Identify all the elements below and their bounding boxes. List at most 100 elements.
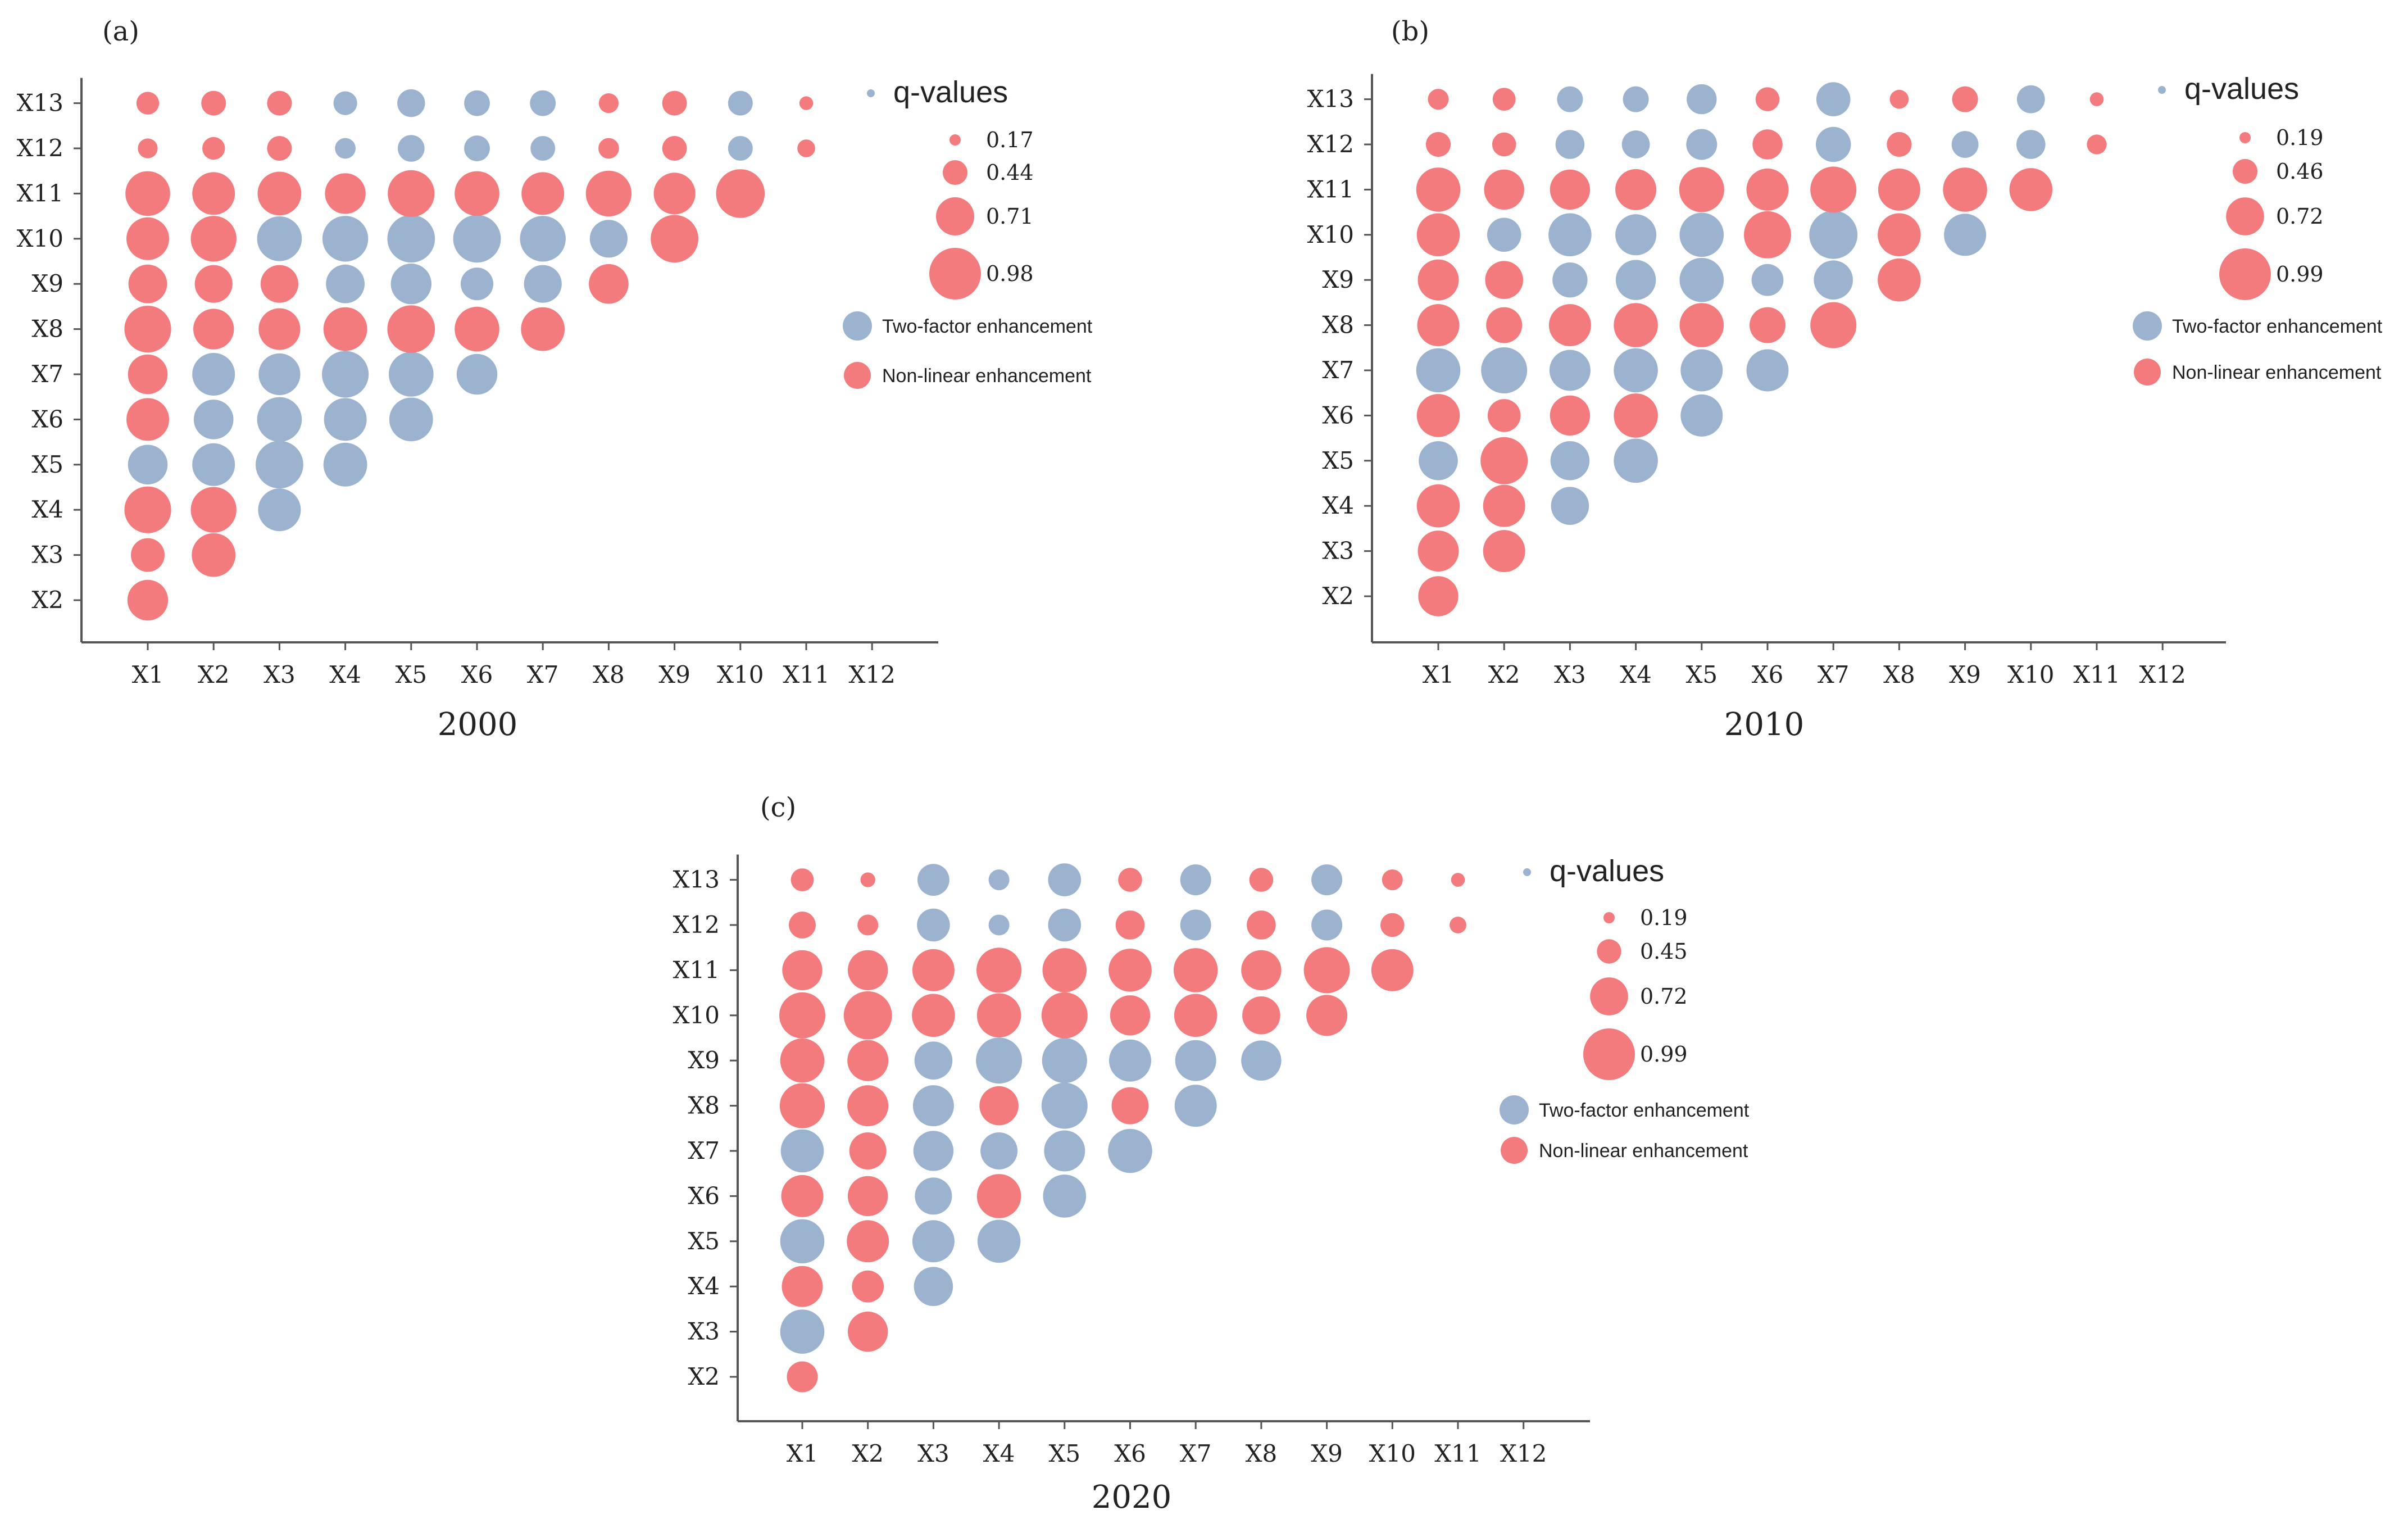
panel-c-size-legend-marker-3	[1590, 977, 1628, 1015]
panel-b-bubble-x9-x7	[1814, 260, 1853, 300]
panel-c-x-tick-label-x10: X10	[1369, 1440, 1416, 1467]
panel-a-label: (a)	[102, 16, 139, 47]
panel-c-bubble-x4-x2	[852, 1270, 884, 1303]
panel-a-y-tick-label-x8: X8	[31, 315, 63, 343]
panel-b-y-tick-label-x7: X7	[1322, 356, 1354, 384]
panel-a-bubble-x4-x2	[190, 487, 237, 533]
panel-a-bubble-x11-x6	[455, 171, 499, 216]
panel-b-size-legend-marker-4	[2219, 248, 2271, 300]
panel-b-size-legend-label-1: 0.19	[2276, 125, 2324, 150]
panel-a-bubble-x5-x2	[192, 443, 235, 486]
panel-a-x-tick-label-x7: X7	[527, 661, 559, 688]
panel-a-x-tick-label-x11: X11	[783, 661, 829, 688]
panel-c-bubble-x11-x5	[1042, 948, 1087, 992]
panel-b-bubble-x12-x2	[1492, 132, 1516, 157]
panel-a-bubble-x8-x6	[455, 306, 499, 352]
panel-b-y-tick-label-x10: X10	[1307, 221, 1354, 248]
panel-b-x-tick-label-x2: X2	[1488, 661, 1520, 688]
panel-c-x-tick-label-x12: X12	[1500, 1440, 1547, 1467]
panel-b-bubble-x10-x6	[1744, 211, 1791, 259]
panel-a-title: 2000	[438, 706, 518, 743]
panel-a-bubble-x13-x7	[530, 90, 556, 116]
panel-a-bubble-x11-x4	[325, 173, 366, 214]
panel-c-bubble-x12-x4	[988, 914, 1010, 936]
panel-b-label: (b)	[1391, 16, 1429, 47]
panel-a-bubble-x11-x5	[388, 170, 435, 217]
panel-a-bubble-x5-x4	[323, 442, 367, 487]
panel-b-bubble-x11-x2	[1484, 169, 1524, 210]
panel-a-legend: q-values 0.17 0.44 0.71 0.98 Two-factor …	[843, 75, 1093, 389]
panel-b-size-legend-label-2: 0.46	[2276, 159, 2324, 184]
panel-c-bubble-x9-x5	[1042, 1038, 1087, 1083]
panel-c-bubble-x9-x3	[914, 1041, 953, 1080]
panel-c-bubble-x5-x3	[912, 1220, 955, 1263]
panel-a-bubble-x10-x7	[520, 216, 566, 262]
panel-b-size-legend-marker-1	[2239, 132, 2251, 143]
panel-a-bubble-x13-x4	[333, 91, 357, 115]
panel-c-size-legend-marker-2	[1597, 939, 1621, 964]
panel-c-y-tick-label-x11: X11	[673, 956, 720, 983]
panel-c-bubble-x3-x2	[848, 1311, 888, 1352]
panel-b-bubble-x5-x2	[1480, 437, 1528, 484]
panel-b-bubble-x11-x9	[1943, 167, 1987, 212]
panel-a-y-tick-label-x11: X11	[17, 179, 63, 207]
panel-c-size-legend-label-4: 0.99	[1640, 1042, 1688, 1067]
panel-c-bubble-x7-x5	[1044, 1130, 1085, 1172]
panel-a-bubble-x12-x8	[598, 138, 619, 159]
panel-b-y-tick-label-x2: X2	[1322, 582, 1354, 610]
panel-a-bubble-x9-x4	[326, 264, 365, 303]
panel-b-bubble-x12-x6	[1752, 129, 1783, 160]
panel-c-bubble-x13-x3	[917, 864, 949, 896]
panel-c-y-tick-label-x8: X8	[688, 1092, 720, 1119]
panel-c-bubble-x11-x6	[1108, 949, 1152, 992]
panel-a-y-tick-label-x2: X2	[31, 586, 63, 614]
panel-c-legend-title-marker	[1523, 868, 1531, 876]
panel-b-bubble-x13-x2	[1492, 88, 1516, 111]
panel-b-bubble-x2-x1	[1418, 576, 1459, 616]
panel-c-bubble-x13-x10	[1382, 869, 1403, 891]
panel-b-bubble-x12-x10	[2016, 130, 2046, 159]
panel-b-bubble-x8-x3	[1548, 304, 1591, 347]
panel-b-x-tick-label-x5: X5	[1685, 661, 1718, 688]
panel-a-bubble-x12-x5	[398, 135, 425, 162]
panel-c-x-tick-label-x2: X2	[852, 1440, 884, 1467]
panel-b-bubble-x10-x2	[1487, 217, 1521, 252]
panel-c-2020: (c) 2020 X1 X2 X3 X4 X5 X6 X7 X8 X9 X10 X11 X12 X2X…	[673, 792, 1750, 1516]
panel-a-x-tick-label-x9: X9	[658, 661, 690, 688]
panel-a-size-legend-label-4: 0.98	[986, 261, 1034, 286]
panel-c-size-legend-marker-1	[1603, 912, 1615, 923]
panel-b-bubble-x11-x3	[1550, 169, 1591, 210]
panel-b-axes	[1364, 74, 2226, 650]
panel-c-x-tick-label-x5: X5	[1048, 1440, 1080, 1467]
panel-c-y-tick-label-x9: X9	[688, 1046, 720, 1074]
panel-b-x-tick-label-x11: X11	[2073, 661, 2120, 688]
panel-a-bubble-x4-x3	[258, 488, 301, 532]
panel-a-bubble-x8-x3	[258, 308, 301, 350]
panel-b-y-tick-label-x13: X13	[1307, 85, 1354, 113]
panel-b-bubble-x9-x4	[1615, 260, 1656, 300]
panel-c-size-legend-label-1: 0.19	[1640, 905, 1688, 930]
panel-a-bubble-x11-x1	[125, 171, 170, 216]
panel-c-bubble-x8-x5	[1041, 1082, 1088, 1129]
panel-c-size-legend-label-3: 0.72	[1640, 984, 1688, 1009]
panel-c-y-tick-label-x10: X10	[673, 1001, 720, 1029]
panel-a-legend-two-factor-marker	[843, 311, 872, 341]
panel-a-bubble-x12-x9	[662, 136, 687, 161]
panel-c-y-tick-label-x13: X13	[673, 866, 720, 894]
panel-b-legend-two-factor-label: Two-factor enhancement	[2172, 316, 2383, 337]
panel-a-x-tick-label-x4: X4	[329, 661, 361, 688]
panel-c-bubble-x10-x2	[843, 991, 892, 1040]
panel-a-bubble-x10-x5	[387, 215, 435, 263]
panel-c-legend-two-factor-marker	[1500, 1095, 1529, 1125]
panel-c-bubble-x5-x1	[780, 1219, 825, 1264]
panel-a-axes	[74, 78, 938, 650]
panel-a-bubble-x7-x1	[128, 354, 168, 395]
panel-b-y-tick-label-x12: X12	[1307, 130, 1354, 158]
panel-a-bubble-x3-x1	[131, 538, 165, 572]
panel-a-bubble-x10-x9	[651, 215, 698, 263]
panel-c-bubble-x13-x8	[1249, 868, 1274, 892]
panel-b-bubble-x6-x3	[1550, 395, 1591, 436]
panel-a-bubble-x10-x6	[453, 215, 501, 263]
panel-c-bubble-x10-x8	[1242, 996, 1280, 1035]
panel-a-legend-title-marker	[867, 89, 875, 97]
